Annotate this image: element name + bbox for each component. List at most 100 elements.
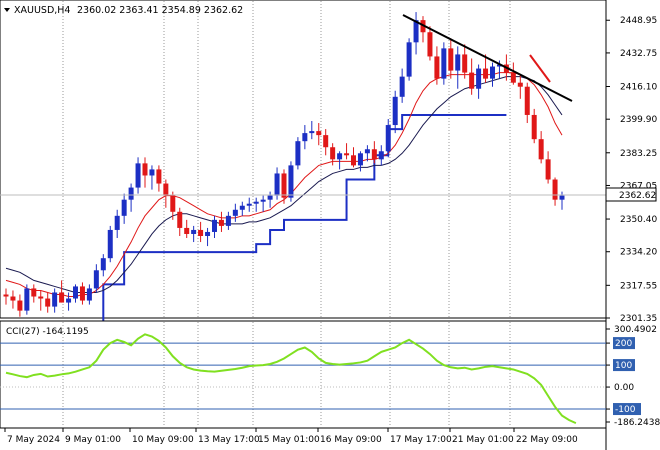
candle: [52, 288, 58, 313]
price-tick-label: 2432.75: [620, 49, 657, 59]
candle-body: [260, 199, 266, 202]
candle-body: [52, 292, 58, 307]
candle: [66, 292, 72, 311]
candle-body: [385, 125, 391, 152]
candle: [392, 90, 398, 134]
last-price-tag: 2362.62: [605, 187, 657, 202]
candle-body: [198, 229, 204, 236]
candle-body: [107, 229, 113, 259]
candle-body: [10, 296, 16, 301]
candle-body: [274, 173, 280, 196]
time-tick-label: 15 May 01:00: [258, 435, 320, 445]
candle-body: [496, 64, 502, 67]
candle-body: [142, 163, 148, 176]
candle: [351, 147, 356, 168]
price-tick-label: 2399.90: [620, 115, 657, 125]
candle-body: [538, 139, 544, 160]
candle-body: [253, 201, 259, 204]
price-tick-label: 2317.55: [620, 281, 657, 291]
candle-body: [552, 179, 558, 200]
candle-body: [559, 195, 565, 200]
candle: [281, 169, 287, 204]
candle: [441, 42, 447, 85]
candle: [364, 145, 370, 162]
candle-body: [3, 294, 9, 297]
candle-body: [79, 286, 85, 301]
candle: [3, 288, 9, 305]
candle: [142, 157, 148, 188]
candle: [218, 211, 224, 232]
cci-label: CCI(27) -164.1195: [6, 327, 89, 337]
candle: [184, 219, 190, 239]
time-tick-label: 13 May 17:00: [198, 435, 260, 445]
candle: [545, 151, 551, 184]
candle-body: [309, 131, 315, 134]
candle: [371, 141, 377, 164]
last-price-value: 2362.62: [619, 191, 656, 201]
time-tick-label: 21 May 01:00: [452, 435, 514, 445]
candle: [323, 129, 329, 156]
candle: [267, 191, 273, 208]
candle-body: [267, 195, 273, 200]
time-tick-label: 16 May 09:00: [320, 435, 382, 445]
candle-body: [344, 153, 350, 156]
candle-body: [399, 76, 405, 97]
cci-tick-label: 200: [615, 339, 632, 349]
candle: [177, 207, 183, 236]
candle: [517, 74, 523, 99]
price-tick-label: 2350.40: [620, 215, 657, 225]
cci-level-tag: [613, 403, 641, 416]
candle: [38, 290, 44, 311]
candle: [191, 225, 197, 243]
candle: [246, 197, 252, 212]
red-trendline[interactable]: [529, 54, 551, 83]
candle-body: [455, 54, 461, 71]
candle-body: [392, 96, 398, 126]
candle-body: [177, 211, 183, 228]
collapse-triangle-icon[interactable]: [4, 8, 10, 12]
candle: [10, 290, 16, 309]
black-trendline[interactable]: [402, 14, 573, 102]
candle-body: [225, 215, 231, 226]
candle: [93, 264, 99, 293]
cci-line: [5, 333, 577, 425]
candle: [337, 151, 343, 170]
price-pane-frame: [0, 0, 607, 319]
chart-header: XAUUSD,H4 2360.02 2363.41 2354.89 2362.6…: [4, 5, 243, 16]
cci-tick-label: 300.4902: [614, 325, 657, 335]
candle-body: [38, 296, 44, 299]
candle: [121, 193, 127, 224]
cci-tick-label: -100: [615, 405, 636, 415]
candle-body: [246, 203, 252, 206]
candle: [524, 82, 530, 124]
candle-body: [357, 153, 363, 166]
candle: [274, 167, 280, 200]
candle-body: [135, 163, 141, 188]
candle-body: [476, 68, 482, 89]
price-tick-label: 2448.95: [620, 16, 657, 26]
candle: [344, 143, 350, 160]
candle-body: [462, 54, 468, 73]
candle-body: [205, 231, 211, 236]
cci-tick-label: 0.00: [614, 383, 634, 393]
candle: [316, 123, 322, 146]
candle-body: [232, 209, 238, 216]
candle-body: [434, 56, 440, 79]
candle: [531, 108, 537, 144]
candle: [45, 292, 51, 313]
candle-body: [212, 219, 217, 232]
candle: [476, 64, 482, 99]
candle: [31, 284, 37, 303]
candle: [309, 121, 315, 140]
candle-body: [149, 169, 155, 176]
candle: [413, 12, 419, 55]
trendlines[interactable]: [402, 14, 573, 102]
candle-body: [17, 300, 23, 311]
candle: [399, 68, 405, 103]
candle-body: [351, 155, 356, 166]
candle: [469, 58, 475, 95]
candle-body: [218, 219, 224, 226]
candle-body: [427, 32, 433, 57]
candles: [3, 12, 565, 317]
